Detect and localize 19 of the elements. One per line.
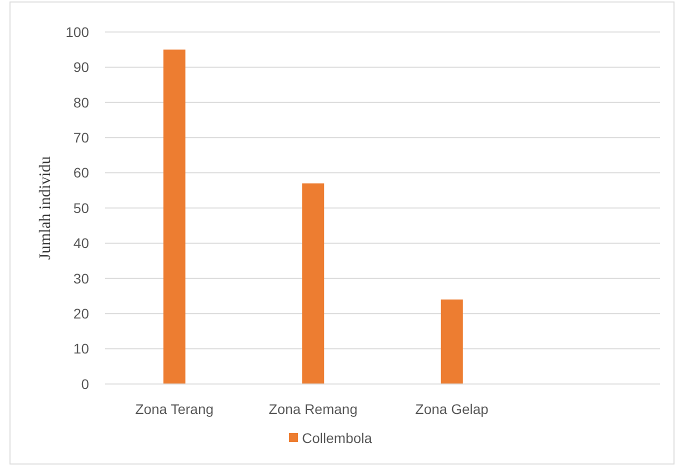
y-tick-label: 50 bbox=[73, 200, 90, 216]
legend-label: Collembola bbox=[302, 430, 372, 446]
bar bbox=[440, 300, 463, 384]
y-axis-title: Jumlah individu bbox=[37, 156, 54, 260]
bar bbox=[302, 183, 324, 384]
y-tick-label: 100 bbox=[66, 24, 90, 40]
y-tick-label: 0 bbox=[81, 376, 90, 392]
y-tick-label: 80 bbox=[73, 94, 90, 110]
x-tick-label: Zona Gelap bbox=[415, 401, 489, 417]
y-tick-label: 30 bbox=[73, 270, 90, 286]
x-tick-label: Zona Remang bbox=[268, 401, 358, 417]
bar bbox=[163, 50, 186, 384]
y-tick-label: 70 bbox=[73, 130, 90, 146]
y-tick-label: 40 bbox=[73, 235, 90, 252]
y-tick-label: 10 bbox=[73, 340, 90, 357]
y-tick-label: 20 bbox=[73, 306, 90, 322]
x-tick-label: Zona Terang bbox=[135, 401, 214, 417]
y-tick-label: 60 bbox=[73, 164, 90, 181]
y-tick-label: 90 bbox=[73, 59, 90, 76]
